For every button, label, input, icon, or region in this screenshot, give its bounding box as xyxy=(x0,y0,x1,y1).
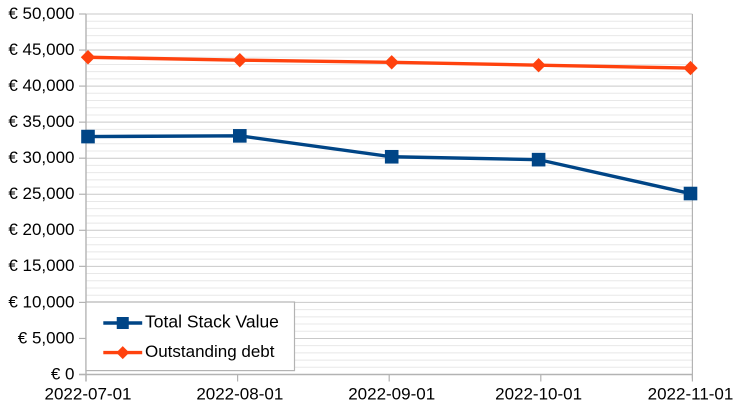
svg-text:€ 30,000: € 30,000 xyxy=(8,148,74,167)
svg-text:2022-11-01: 2022-11-01 xyxy=(648,384,734,403)
svg-text:€ 25,000: € 25,000 xyxy=(8,184,74,203)
svg-text:€ 15,000: € 15,000 xyxy=(8,256,74,275)
svg-text:€ 40,000: € 40,000 xyxy=(8,76,74,95)
svg-text:Outstanding debt: Outstanding debt xyxy=(145,342,275,361)
svg-text:€ 50,000: € 50,000 xyxy=(8,4,74,23)
svg-text:2022-09-01: 2022-09-01 xyxy=(348,384,435,403)
svg-text:€ 35,000: € 35,000 xyxy=(8,112,74,131)
svg-text:€ 45,000: € 45,000 xyxy=(8,40,74,59)
svg-text:2022-07-01: 2022-07-01 xyxy=(45,384,132,403)
svg-text:€ 20,000: € 20,000 xyxy=(8,220,74,239)
svg-text:Total Stack Value: Total Stack Value xyxy=(145,311,279,331)
svg-text:€ 5,000: € 5,000 xyxy=(18,328,75,347)
svg-text:2022-10-01: 2022-10-01 xyxy=(495,384,582,403)
svg-text:€ 0: € 0 xyxy=(51,364,75,383)
svg-text:€ 10,000: € 10,000 xyxy=(8,292,74,311)
svg-text:2022-08-01: 2022-08-01 xyxy=(196,384,283,403)
